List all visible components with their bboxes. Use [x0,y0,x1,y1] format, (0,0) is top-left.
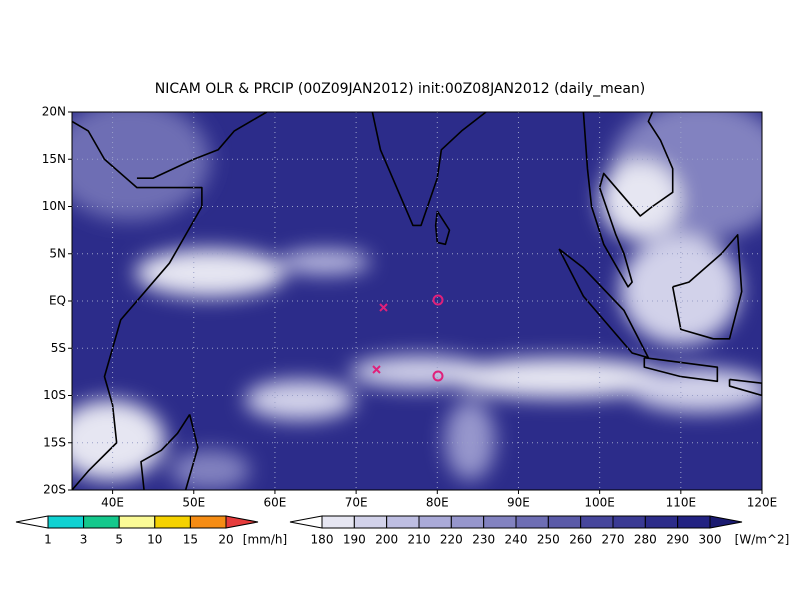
lon-label: 80E [426,496,449,510]
coastline [371,112,487,227]
lon-label: 70E [345,496,368,510]
colorbar-unit: [W/m^2] [735,533,790,547]
colorbar-arrow [15,515,49,529]
coastline [434,210,451,246]
colorbar-label: 240 [505,533,528,547]
colorbar-box [47,515,85,529]
colorbar-box [450,515,485,529]
lon-label: 40E [101,496,124,510]
colorbar-label: 220 [440,533,463,547]
colorbars: 1 3 5 10 15 20 [mm/h] 180 190 200 210 220 230 240 250 2… [15,515,790,547]
cloud [630,368,762,412]
colorbar-label: 300 [699,533,722,547]
colorbar-box [612,515,646,529]
colorbar-label: 20 [218,533,233,547]
lat-label: 10S [43,388,66,402]
lat-label: 20S [43,483,66,497]
cloud [135,249,285,297]
colorbar-label: 3 [80,533,88,547]
axis-labels: 20N 15N 10N 5N EQ 5S 10S 15S 20S 40E 50E 60E 70E 80E 9… [42,105,778,510]
colorbar-box [321,515,355,529]
o-marker [432,294,444,306]
coastline [140,413,199,490]
colorbar-label: 210 [408,533,431,547]
colorbar-arrow [225,515,259,529]
cloud [72,400,165,480]
colorbar-label: 180 [311,533,334,547]
colorbar-arrow [709,515,743,529]
colorbar-box [386,515,420,529]
colorbar-box [644,515,679,529]
colorbar-box [677,515,711,529]
colorbar-label: 5 [115,533,123,547]
cloud [72,112,210,220]
colorbar-label: 290 [666,533,689,547]
lon-label: 90E [507,496,530,510]
colorbar-box [83,515,120,529]
map-field [72,112,762,490]
lon-label: 50E [182,496,205,510]
coastline [72,120,203,490]
x-marker [379,303,388,312]
lon-label: 100E [584,496,615,510]
colorbar-box [483,515,517,529]
colorbar-box [515,515,549,529]
lat-label: 15N [42,152,66,166]
cloud [600,160,680,240]
colorbar-box [580,515,614,529]
colorbar-label: 230 [472,533,495,547]
lat-label: 10N [42,199,66,213]
lon-label: 120E [747,496,778,510]
cloud-field [72,112,762,490]
colorbar-label: 1 [44,533,52,547]
lat-label: 5N [49,246,66,260]
colorbar-box [154,515,191,529]
colorbar-arrow [289,515,323,529]
o-marker [432,370,444,382]
cloud [445,400,495,480]
colorbar-label: 270 [602,533,625,547]
lat-label: EQ [49,294,66,308]
colorbar-label: 10 [147,533,162,547]
cloud [280,250,370,274]
title: NICAM OLR & PRCIP (00Z09JAN2012) init:00… [155,81,646,97]
colorbar-unit: [mm/h] [243,533,287,547]
colorbar-label: 15 [183,533,198,547]
colorbar-label: 200 [375,533,398,547]
lat-label: 5S [51,341,66,355]
colorbar-box [189,515,227,529]
colorbar-label: 260 [569,533,592,547]
grid [72,112,762,490]
colorbar-box [353,515,388,529]
cloud [450,358,670,398]
lon-label: 110E [666,496,697,510]
x-marker [372,365,381,374]
lat-label: 15S [43,435,66,449]
cloud [170,450,250,490]
colorbar-box [547,515,582,529]
colorbar-label: 280 [634,533,657,547]
coastline [671,234,743,340]
colorbar-label: 250 [537,533,560,547]
cloud [245,380,355,420]
coastline [136,112,268,179]
coastline [582,112,674,288]
colorbar-box [118,515,156,529]
markers [372,294,444,382]
colorbar-box [418,515,452,529]
colorbar-label: 190 [343,533,366,547]
coastline [728,378,762,397]
lat-label: 20N [42,105,66,119]
lon-label: 60E [264,496,287,510]
cloud [620,235,740,345]
